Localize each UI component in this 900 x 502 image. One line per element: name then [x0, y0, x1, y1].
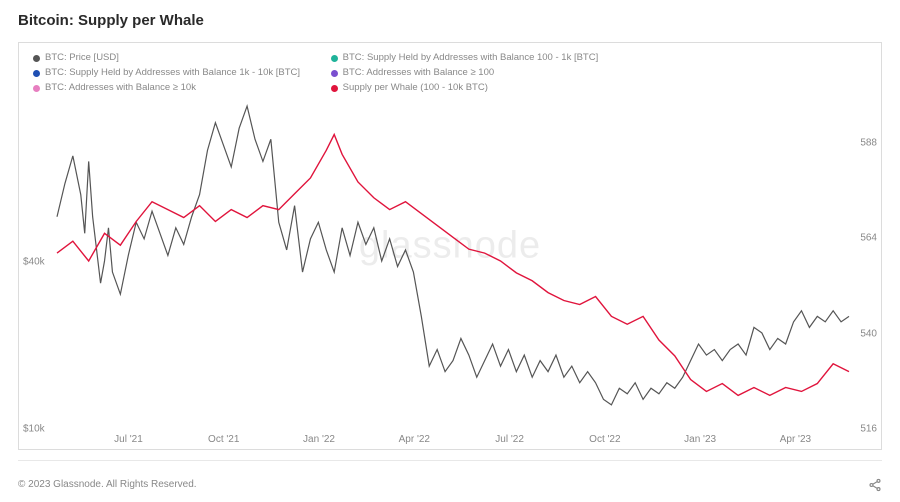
legend-dot	[331, 55, 338, 62]
x-tick: Oct '21	[208, 434, 239, 445]
y-right-tick: 564	[860, 233, 877, 244]
x-tick: Apr '23	[780, 434, 811, 445]
y-right-tick: 540	[860, 328, 877, 339]
chart-svg	[57, 95, 849, 427]
legend-dot	[33, 85, 40, 92]
legend-label: Supply per Whale (100 - 10k BTC)	[343, 81, 488, 95]
legend-label: BTC: Supply Held by Addresses with Balan…	[45, 66, 300, 80]
series-supply-per-whale	[57, 135, 849, 396]
legend-dot	[331, 85, 338, 92]
legend-item: BTC: Supply Held by Addresses with Balan…	[331, 51, 599, 65]
legend-item: BTC: Addresses with Balance ≥ 100	[331, 66, 599, 80]
legend-item: Supply per Whale (100 - 10k BTC)	[331, 81, 599, 95]
legend-label: BTC: Addresses with Balance ≥ 100	[343, 66, 495, 80]
x-tick: Jul '21	[114, 434, 143, 445]
y-right-tick: 516	[860, 424, 877, 435]
page-title: Bitcoin: Supply per Whale	[18, 12, 204, 29]
legend-label: BTC: Price [USD]	[45, 51, 119, 65]
x-tick: Oct '22	[589, 434, 620, 445]
legend-item: BTC: Addresses with Balance ≥ 10k	[33, 81, 300, 95]
legend-dot	[33, 55, 40, 62]
footer-divider	[18, 460, 882, 461]
legend-item: BTC: Price [USD]	[33, 51, 300, 65]
legend-item: BTC: Supply Held by Addresses with Balan…	[33, 66, 300, 80]
chart-legend: BTC: Price [USD]BTC: Supply Held by Addr…	[33, 51, 598, 96]
legend-label: BTC: Supply Held by Addresses with Balan…	[343, 51, 599, 65]
footer-text: © 2023 Glassnode. All Rights Reserved.	[18, 479, 197, 490]
x-tick: Jul '22	[495, 434, 524, 445]
legend-dot	[331, 70, 338, 77]
y-right-tick: 588	[860, 137, 877, 148]
legend-label: BTC: Addresses with Balance ≥ 10k	[45, 81, 196, 95]
y-left-tick: $40k	[23, 257, 45, 268]
share-icon[interactable]	[868, 478, 882, 492]
x-tick: Jan '23	[684, 434, 716, 445]
legend-dot	[33, 70, 40, 77]
x-tick: Jan '22	[303, 434, 335, 445]
x-tick: Apr '22	[399, 434, 430, 445]
series-price	[57, 106, 849, 405]
plot-area	[57, 95, 849, 427]
y-left-tick: $10k	[23, 424, 45, 435]
chart-container: BTC: Price [USD]BTC: Supply Held by Addr…	[18, 42, 882, 450]
